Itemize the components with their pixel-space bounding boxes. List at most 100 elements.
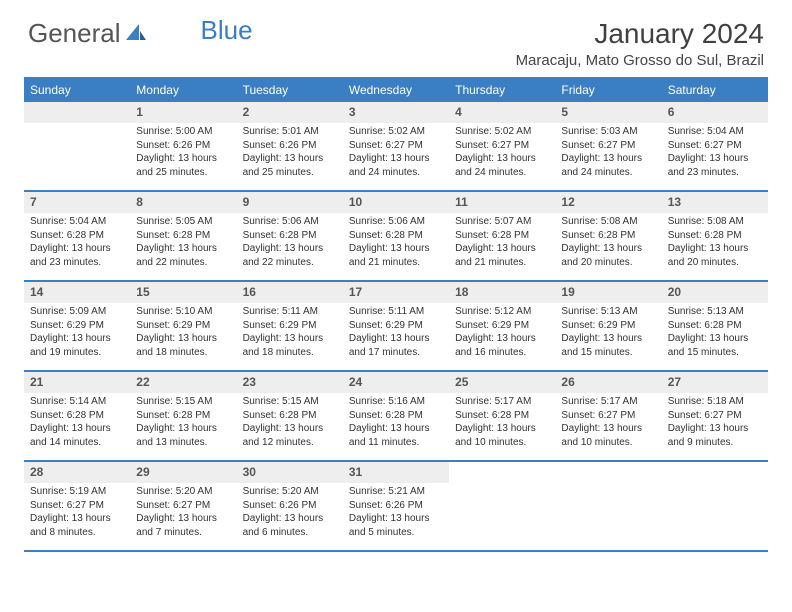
- day-number: 10: [343, 192, 449, 213]
- day-number: 11: [449, 192, 555, 213]
- sunset-text: Sunset: 6:27 PM: [561, 409, 655, 423]
- day-number: [24, 102, 130, 123]
- dl1-text: Daylight: 13 hours: [136, 152, 230, 166]
- dl1-text: Daylight: 13 hours: [243, 332, 337, 346]
- calendar: Sunday Monday Tuesday Wednesday Thursday…: [24, 77, 768, 552]
- logo-sail-icon: [125, 18, 147, 49]
- dl1-text: Daylight: 13 hours: [455, 332, 549, 346]
- day-cell: [555, 462, 661, 550]
- day-cell: 27Sunrise: 5:18 AMSunset: 6:27 PMDayligh…: [662, 372, 768, 460]
- dl1-text: Daylight: 13 hours: [243, 512, 337, 526]
- dl1-text: Daylight: 13 hours: [30, 512, 124, 526]
- weekday-header: Thursday: [449, 79, 555, 102]
- sunset-text: Sunset: 6:29 PM: [455, 319, 549, 333]
- dl1-text: Daylight: 13 hours: [30, 422, 124, 436]
- day-body: Sunrise: 5:20 AMSunset: 6:26 PMDaylight:…: [237, 485, 343, 539]
- day-cell: 4Sunrise: 5:02 AMSunset: 6:27 PMDaylight…: [449, 102, 555, 190]
- day-body: Sunrise: 5:10 AMSunset: 6:29 PMDaylight:…: [130, 305, 236, 359]
- dl2-text: and 15 minutes.: [668, 346, 762, 360]
- sunrise-text: Sunrise: 5:13 AM: [668, 305, 762, 319]
- day-cell: 24Sunrise: 5:16 AMSunset: 6:28 PMDayligh…: [343, 372, 449, 460]
- dl1-text: Daylight: 13 hours: [668, 242, 762, 256]
- day-body: Sunrise: 5:02 AMSunset: 6:27 PMDaylight:…: [449, 125, 555, 179]
- day-number: 23: [237, 372, 343, 393]
- sunrise-text: Sunrise: 5:14 AM: [30, 395, 124, 409]
- sunrise-text: Sunrise: 5:03 AM: [561, 125, 655, 139]
- day-cell: 25Sunrise: 5:17 AMSunset: 6:28 PMDayligh…: [449, 372, 555, 460]
- dl1-text: Daylight: 13 hours: [349, 512, 443, 526]
- weekday-header-row: Sunday Monday Tuesday Wednesday Thursday…: [24, 79, 768, 102]
- day-body: Sunrise: 5:17 AMSunset: 6:28 PMDaylight:…: [449, 395, 555, 449]
- dl2-text: and 10 minutes.: [561, 436, 655, 450]
- sunrise-text: Sunrise: 5:04 AM: [668, 125, 762, 139]
- sunrise-text: Sunrise: 5:15 AM: [243, 395, 337, 409]
- day-cell: 3Sunrise: 5:02 AMSunset: 6:27 PMDaylight…: [343, 102, 449, 190]
- dl1-text: Daylight: 13 hours: [668, 422, 762, 436]
- day-number: 16: [237, 282, 343, 303]
- dl2-text: and 18 minutes.: [243, 346, 337, 360]
- sunset-text: Sunset: 6:29 PM: [561, 319, 655, 333]
- weekday-header: Wednesday: [343, 79, 449, 102]
- day-number: 13: [662, 192, 768, 213]
- day-body: Sunrise: 5:09 AMSunset: 6:29 PMDaylight:…: [24, 305, 130, 359]
- day-number: 14: [24, 282, 130, 303]
- dl2-text: and 24 minutes.: [561, 166, 655, 180]
- sunset-text: Sunset: 6:28 PM: [349, 409, 443, 423]
- day-body: Sunrise: 5:17 AMSunset: 6:27 PMDaylight:…: [555, 395, 661, 449]
- dl2-text: and 20 minutes.: [561, 256, 655, 270]
- logo-text-part2: Blue: [201, 15, 253, 46]
- day-cell: 12Sunrise: 5:08 AMSunset: 6:28 PMDayligh…: [555, 192, 661, 280]
- sunset-text: Sunset: 6:26 PM: [136, 139, 230, 153]
- dl2-text: and 25 minutes.: [136, 166, 230, 180]
- sunrise-text: Sunrise: 5:06 AM: [349, 215, 443, 229]
- day-number: 27: [662, 372, 768, 393]
- sunrise-text: Sunrise: 5:18 AM: [668, 395, 762, 409]
- day-cell: 21Sunrise: 5:14 AMSunset: 6:28 PMDayligh…: [24, 372, 130, 460]
- day-cell: 30Sunrise: 5:20 AMSunset: 6:26 PMDayligh…: [237, 462, 343, 550]
- sunrise-text: Sunrise: 5:00 AM: [136, 125, 230, 139]
- day-body: Sunrise: 5:19 AMSunset: 6:27 PMDaylight:…: [24, 485, 130, 539]
- dl1-text: Daylight: 13 hours: [455, 152, 549, 166]
- day-number: 8: [130, 192, 236, 213]
- week-row: 14Sunrise: 5:09 AMSunset: 6:29 PMDayligh…: [24, 282, 768, 372]
- dl1-text: Daylight: 13 hours: [668, 332, 762, 346]
- day-body: Sunrise: 5:08 AMSunset: 6:28 PMDaylight:…: [555, 215, 661, 269]
- dl2-text: and 22 minutes.: [136, 256, 230, 270]
- sunrise-text: Sunrise: 5:19 AM: [30, 485, 124, 499]
- day-cell: [662, 462, 768, 550]
- dl2-text: and 8 minutes.: [30, 526, 124, 540]
- dl1-text: Daylight: 13 hours: [561, 332, 655, 346]
- day-number: [449, 462, 555, 483]
- day-body: Sunrise: 5:05 AMSunset: 6:28 PMDaylight:…: [130, 215, 236, 269]
- dl2-text: and 6 minutes.: [243, 526, 337, 540]
- sunset-text: Sunset: 6:28 PM: [455, 409, 549, 423]
- sunset-text: Sunset: 6:27 PM: [136, 499, 230, 513]
- sunset-text: Sunset: 6:27 PM: [455, 139, 549, 153]
- sunset-text: Sunset: 6:27 PM: [668, 139, 762, 153]
- day-cell: 23Sunrise: 5:15 AMSunset: 6:28 PMDayligh…: [237, 372, 343, 460]
- day-cell: 18Sunrise: 5:12 AMSunset: 6:29 PMDayligh…: [449, 282, 555, 370]
- dl2-text: and 25 minutes.: [243, 166, 337, 180]
- dl1-text: Daylight: 13 hours: [136, 332, 230, 346]
- dl2-text: and 23 minutes.: [668, 166, 762, 180]
- sunrise-text: Sunrise: 5:11 AM: [349, 305, 443, 319]
- day-cell: 9Sunrise: 5:06 AMSunset: 6:28 PMDaylight…: [237, 192, 343, 280]
- day-number: 15: [130, 282, 236, 303]
- day-number: 29: [130, 462, 236, 483]
- day-number: [662, 462, 768, 483]
- sunset-text: Sunset: 6:28 PM: [243, 229, 337, 243]
- sunrise-text: Sunrise: 5:16 AM: [349, 395, 443, 409]
- day-number: 17: [343, 282, 449, 303]
- sunrise-text: Sunrise: 5:17 AM: [561, 395, 655, 409]
- dl2-text: and 22 minutes.: [243, 256, 337, 270]
- sunrise-text: Sunrise: 5:15 AM: [136, 395, 230, 409]
- dl1-text: Daylight: 13 hours: [136, 422, 230, 436]
- day-number: 30: [237, 462, 343, 483]
- sunrise-text: Sunrise: 5:04 AM: [30, 215, 124, 229]
- month-title: January 2024: [516, 18, 764, 50]
- day-number: 4: [449, 102, 555, 123]
- sunrise-text: Sunrise: 5:20 AM: [136, 485, 230, 499]
- sunset-text: Sunset: 6:28 PM: [349, 229, 443, 243]
- day-number: 31: [343, 462, 449, 483]
- dl1-text: Daylight: 13 hours: [668, 152, 762, 166]
